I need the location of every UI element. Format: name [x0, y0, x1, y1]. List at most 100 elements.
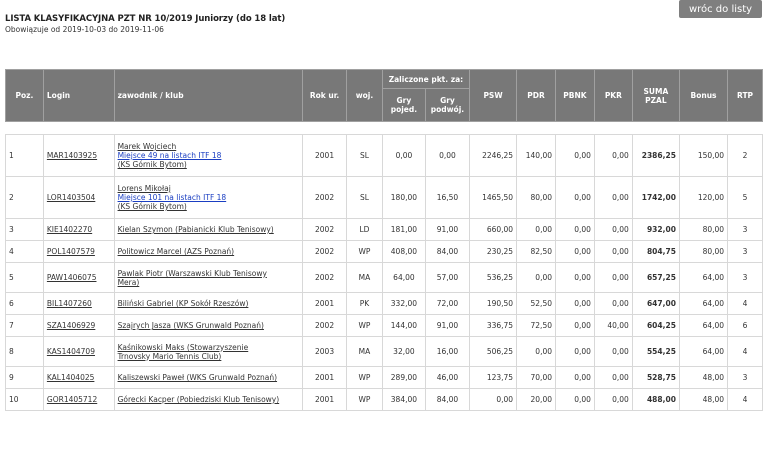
cell-pdr: 82,50: [516, 240, 556, 263]
cell-bonus: 64,00: [678, 336, 729, 367]
cell-psw: 506,25: [468, 336, 518, 367]
cell-bonus: 64,00: [678, 292, 729, 315]
cell-rtp: 5: [727, 176, 763, 219]
cell-doubles: 84,00: [424, 388, 470, 411]
cell-pkr: 0,00: [593, 292, 633, 315]
cell-poz: 2: [5, 176, 44, 219]
cell-poz: 3: [5, 218, 44, 241]
col-year: Rok ur.: [302, 69, 348, 122]
player-link[interactable]: Kaliszewski Paweł (WKS Grunwald Poznań): [117, 373, 278, 382]
login-link[interactable]: KIE1402270: [46, 225, 93, 234]
login-link[interactable]: GOR1405712: [46, 395, 98, 404]
cell-bonus: 80,00: [678, 240, 729, 263]
cell-psw: 2246,25: [468, 134, 518, 177]
player-name-line2: Trnovsky Mario Tennis Club): [117, 351, 222, 361]
cell-region: MA: [346, 262, 383, 293]
cell-psw: 660,00: [468, 218, 518, 241]
cell-suma: 804,75: [631, 240, 680, 263]
player-link[interactable]: Górecki Kacper (Pobiedziski Klub Tenisow…: [117, 395, 280, 404]
cell-pkr: 0,00: [593, 262, 633, 293]
cell-singles: 0,00: [381, 134, 426, 177]
cell-rtp: 3: [727, 262, 763, 293]
cell-psw: 336,75: [468, 314, 518, 337]
cell-pbnk: 0,00: [555, 218, 595, 241]
cell-region: SL: [346, 176, 383, 219]
cell-doubles: 16,50: [424, 176, 470, 219]
cell-region: WP: [346, 388, 383, 411]
cell-pdr: 80,00: [516, 176, 556, 219]
itf-rank-link[interactable]: Miejsce 101 na listach ITF 18: [117, 193, 227, 202]
cell-psw: 1465,50: [468, 176, 518, 219]
player-name-line1: Kaśnikowski Maks (Stowarzyszenie: [117, 342, 249, 352]
table-row: 6 BIL1407260 Biliński Gabriel (KP Sokół …: [5, 292, 763, 315]
login-link[interactable]: SZA1406929: [46, 321, 96, 330]
col-poz: Poz.: [5, 69, 44, 122]
cell-poz: 4: [5, 240, 44, 263]
login-link[interactable]: KAS1404709: [46, 347, 95, 356]
player-link[interactable]: Biliński Gabriel (KP Sokół Rzeszów): [117, 299, 249, 308]
login-link[interactable]: POL1407579: [46, 247, 95, 256]
cell-singles: 32,00: [381, 336, 426, 367]
cell-year: 2002: [302, 314, 348, 337]
cell-poz: 10: [5, 388, 44, 411]
cell-singles: 144,00: [381, 314, 426, 337]
cell-doubles: 0,00: [424, 134, 470, 177]
player-link[interactable]: Marek Wojciech: [117, 142, 177, 151]
back-to-list-button[interactable]: wróc do listy: [679, 0, 762, 18]
player-name-line1: Pawlak Piotr (Warszawski Klub Tenisowy: [117, 268, 267, 278]
login-link[interactable]: BIL1407260: [46, 299, 92, 308]
login-link[interactable]: LOR1403504: [46, 193, 96, 202]
table-row: 5 PAW1406075 Pawlak Piotr (Warszawski Kl…: [5, 262, 763, 293]
cell-pbnk: 0,00: [555, 134, 595, 177]
col-bonus: Bonus: [678, 69, 729, 122]
page-title: LISTA KLASYFIKACYJNA PZT NR 10/2019 Juni…: [5, 14, 286, 24]
cell-pdr: 0,00: [516, 262, 556, 293]
player-link[interactable]: Pawlak Piotr (Warszawski Klub Tenisowy Me…: [118, 269, 267, 287]
col-suma: SUMA PZAL: [631, 69, 680, 122]
cell-doubles: 91,00: [424, 218, 470, 241]
cell-poz: 9: [5, 366, 44, 389]
club-link[interactable]: (KS Górnik Bytom): [117, 202, 187, 211]
cell-pdr: 0,00: [516, 336, 556, 367]
cell-rtp: 3: [727, 240, 763, 263]
player-link[interactable]: Szajrych Jasza (WKS Grunwald Poznań): [117, 321, 264, 330]
cell-rtp: 4: [727, 292, 763, 315]
cell-pdr: 20,00: [516, 388, 556, 411]
cell-doubles: 91,00: [424, 314, 470, 337]
itf-rank-link[interactable]: Miejsce 49 na listach ITF 18: [117, 151, 222, 160]
cell-rtp: 6: [727, 314, 763, 337]
cell-pbnk: 0,00: [555, 292, 595, 315]
cell-poz: 5: [5, 262, 44, 293]
cell-rtp: 3: [727, 366, 763, 389]
player-link[interactable]: Kaśnikowski Maks (Stowarzyszenie Trnovsky…: [118, 343, 249, 361]
login-link[interactable]: KAL1404025: [46, 373, 95, 382]
cell-pbnk: 0,00: [555, 314, 595, 337]
cell-rtp: 4: [727, 336, 763, 367]
cell-region: MA: [346, 336, 383, 367]
cell-singles: 332,00: [381, 292, 426, 315]
cell-singles: 289,00: [381, 366, 426, 389]
cell-pdr: 52,50: [516, 292, 556, 315]
player-link[interactable]: Politowicz Marcel (AZS Poznań): [117, 247, 235, 256]
player-link[interactable]: Lorens Mikołaj: [117, 184, 171, 193]
login-link[interactable]: MAR1403925: [46, 151, 98, 160]
table-row: 4 POL1407579 Politowicz Marcel (AZS Pozn…: [5, 240, 763, 263]
cell-year: 2001: [302, 366, 348, 389]
cell-suma: 647,00: [631, 292, 680, 315]
cell-pbnk: 0,00: [555, 176, 595, 219]
cell-poz: 1: [5, 134, 44, 177]
table-row: 1 MAR1403925 Marek Wojciech Miejsce 49 n…: [5, 134, 763, 177]
cell-poz: 8: [5, 336, 44, 367]
cell-psw: 0,00: [468, 388, 518, 411]
cell-year: 2002: [302, 240, 348, 263]
login-link[interactable]: PAW1406075: [46, 273, 97, 282]
player-name-line2: Mera): [117, 277, 140, 287]
cell-pdr: 72,50: [516, 314, 556, 337]
cell-year: 2001: [302, 388, 348, 411]
player-link[interactable]: Kielan Szymon (Pabianicki Klub Tenisowy): [117, 225, 274, 234]
cell-singles: 64,00: [381, 262, 426, 293]
club-link[interactable]: (KS Górnik Bytom): [117, 160, 187, 169]
cell-psw: 230,25: [468, 240, 518, 263]
cell-year: 2001: [302, 134, 348, 177]
cell-player: Marek Wojciech Miejsce 49 na listach ITF…: [113, 134, 304, 177]
